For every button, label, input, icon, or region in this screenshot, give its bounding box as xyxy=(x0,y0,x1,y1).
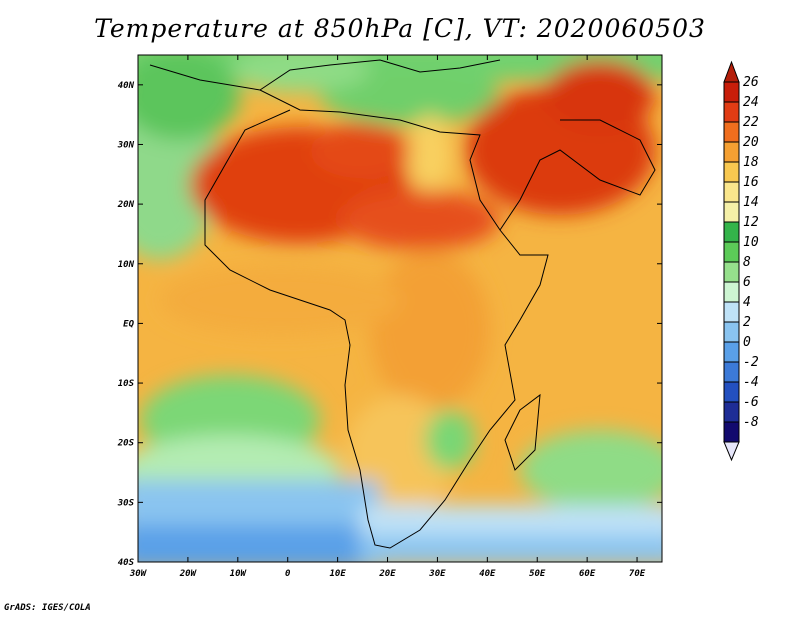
colorbar-swatch xyxy=(723,401,740,423)
colorbar-swatch xyxy=(723,201,740,223)
coastlines xyxy=(149,59,656,549)
x-tick-label: 30W xyxy=(129,569,148,579)
y-tick-label: 40N xyxy=(118,81,135,91)
map-title: Temperature at 850hPa [C], VT: 202006050… xyxy=(94,14,706,43)
colorbar-swatch xyxy=(723,241,740,263)
colorbar-under-arrow xyxy=(723,441,740,462)
y-tick-label: 30S xyxy=(117,498,135,508)
colorbar-swatch xyxy=(723,341,740,363)
y-tick-label: 20S xyxy=(117,439,135,449)
colorbar-label: 14 xyxy=(743,195,759,210)
colorbar-swatch xyxy=(723,181,740,203)
colorbar-label: 22 xyxy=(743,115,759,130)
x-tick-label: 40E xyxy=(479,569,496,579)
colorbar-swatch xyxy=(723,301,740,323)
y-tick-label: 30N xyxy=(117,140,135,150)
x-tick-label: 0 xyxy=(285,569,291,579)
temperature-field xyxy=(138,55,662,562)
x-tick-label: 20E xyxy=(378,569,396,579)
colorbar-label: 16 xyxy=(743,175,759,190)
colorbar-label: 8 xyxy=(743,255,751,270)
colorbar-label: 12 xyxy=(743,215,759,230)
colorbar xyxy=(723,60,740,462)
x-tick-label: 10E xyxy=(329,569,346,579)
x-tick-label: 10W xyxy=(230,569,248,579)
colorbar-swatch xyxy=(723,81,740,103)
colorbar-label: 20 xyxy=(743,135,759,150)
y-tick-label: 40S xyxy=(118,558,135,568)
colorbar-swatch xyxy=(723,101,740,123)
colorbar-label: 24 xyxy=(743,95,759,110)
colorbar-label: -8 xyxy=(743,415,759,430)
x-tick-label: 20W xyxy=(179,569,198,579)
colorbar-label: 4 xyxy=(743,295,751,310)
colorbar-swatch xyxy=(723,421,740,443)
colorbar-swatch xyxy=(723,161,740,183)
colorbar-label: 0 xyxy=(743,335,751,350)
x-axis-labels: 30W 20W 10W 0 10E 20E 30E 40E 50E 60E 70E xyxy=(129,569,646,579)
map-frame xyxy=(137,54,663,563)
colorbar-swatch xyxy=(723,141,740,163)
colorbar-swatch xyxy=(723,381,740,403)
colorbar-label: 18 xyxy=(743,155,759,170)
colorbar-label: 10 xyxy=(743,235,759,250)
colorbar-swatch xyxy=(723,281,740,303)
colorbar-swatch xyxy=(723,261,740,283)
credit-text: GrADS: IGES/COLA xyxy=(4,603,91,613)
colorbar-label: -4 xyxy=(743,375,759,390)
axis-ticks xyxy=(137,55,662,563)
y-tick-label: 20N xyxy=(117,200,135,210)
colorbar-swatch xyxy=(723,121,740,143)
colorbar-label: -2 xyxy=(743,355,759,370)
x-tick-label: 30E xyxy=(428,569,446,579)
x-tick-label: 70E xyxy=(629,569,646,579)
colorbar-over-arrow xyxy=(723,60,740,83)
x-tick-label: 50E xyxy=(529,569,546,579)
y-axis-labels: 40N 30N 20N 10N EQ 10S 20S 30S 40S xyxy=(117,81,135,568)
colorbar-label: 26 xyxy=(743,75,759,90)
colorbar-swatch xyxy=(723,221,740,243)
colorbar-label: 2 xyxy=(743,315,751,330)
colorbar-label: 6 xyxy=(743,275,751,290)
colorbar-swatch xyxy=(723,321,740,343)
y-tick-label: 10N xyxy=(118,260,135,270)
y-tick-label: 10S xyxy=(118,379,135,389)
colorbar-swatch xyxy=(723,361,740,383)
x-tick-label: 60E xyxy=(579,569,596,579)
y-tick-label: EQ xyxy=(123,319,134,329)
colorbar-label: -6 xyxy=(743,395,759,410)
